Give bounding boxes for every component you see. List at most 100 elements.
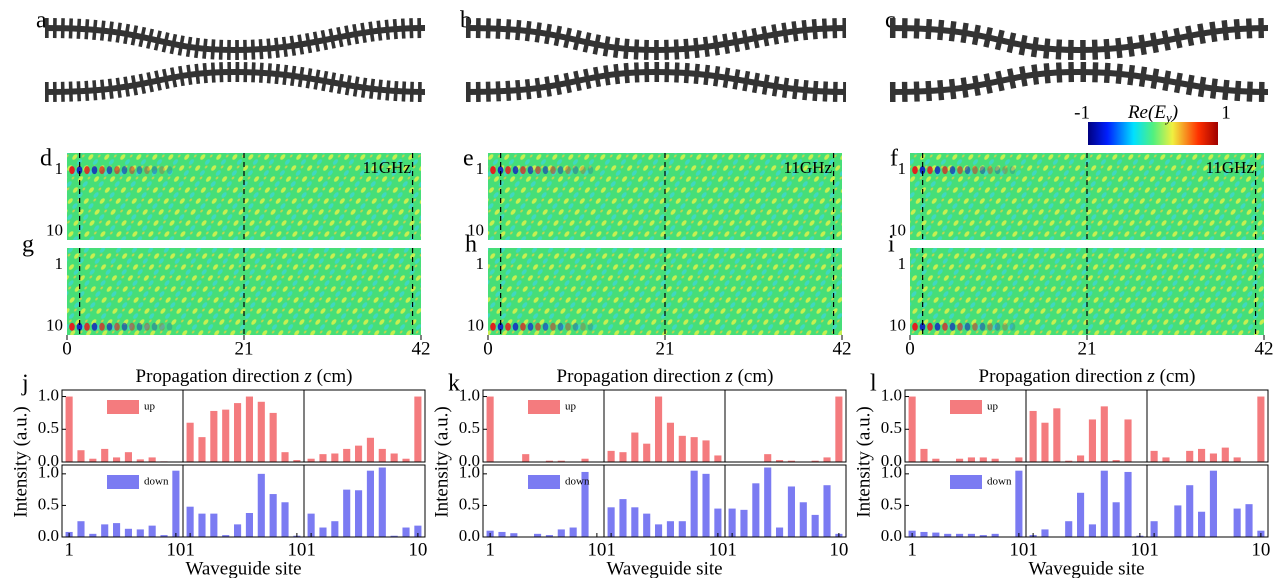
x-axis-label: Waveguide site <box>185 558 301 578</box>
bar <box>366 470 374 537</box>
field-dot <box>550 166 556 175</box>
bar <box>269 494 277 537</box>
field-dot <box>557 166 564 175</box>
waveguide-core <box>44 68 426 95</box>
bar <box>1041 529 1049 537</box>
y-axis-label: Intensity (a.u.) <box>431 406 452 517</box>
x-axis-label: Propagation direction z (cm) <box>136 366 353 387</box>
bar <box>148 457 156 462</box>
x-tick-label: 1 <box>606 539 616 560</box>
x-tick-label: 42 <box>1255 338 1274 359</box>
bar <box>956 458 964 462</box>
bar <box>1198 511 1206 537</box>
site-tick-label: 1 <box>55 159 64 178</box>
bar <box>1112 502 1120 537</box>
x-tick-label: 10 <box>1251 539 1270 560</box>
bar <box>1162 457 1170 462</box>
bar <box>764 467 772 537</box>
bar <box>101 524 109 537</box>
x-axis-label: Propagation direction z (cm) <box>979 366 1196 387</box>
bar <box>89 533 97 537</box>
bar <box>619 452 627 462</box>
bar <box>581 471 589 537</box>
bar <box>366 437 374 462</box>
plot-frame <box>724 389 847 463</box>
x-axis-label-part: z <box>1146 366 1155 387</box>
x-axis-label-part: Propagation direction <box>557 366 726 387</box>
x-tick-label: 21 <box>235 338 254 359</box>
field-dot <box>942 166 948 175</box>
field-dot <box>942 322 948 331</box>
bar <box>932 532 940 537</box>
field-dot <box>912 166 918 175</box>
legend-swatch <box>107 475 139 489</box>
bar <box>1124 471 1132 537</box>
bar <box>1112 460 1120 462</box>
field-dot <box>542 322 549 331</box>
field-dot <box>106 322 113 331</box>
field-dot <box>1009 166 1016 175</box>
frequency-label: 11GHz <box>1206 158 1255 177</box>
field-dot <box>1002 322 1008 331</box>
x-tick-label: 10 <box>1009 539 1028 560</box>
bar <box>269 412 277 462</box>
bar <box>776 460 784 462</box>
bar <box>678 521 686 537</box>
frequency-label: 11GHz <box>784 158 833 177</box>
x-tick-label: 10 <box>408 539 427 560</box>
bar <box>740 509 748 537</box>
bar <box>557 529 565 537</box>
x-tick-label: 1 <box>185 539 195 560</box>
bar <box>172 470 180 537</box>
bar <box>1245 504 1253 537</box>
x-tick-label: 0 <box>483 338 493 359</box>
plot-frame <box>303 464 426 538</box>
bar <box>1186 450 1194 462</box>
bar <box>787 460 795 462</box>
colorbar-label-main: Re(E <box>1127 102 1166 123</box>
bar <box>631 507 639 537</box>
field-dot <box>136 322 143 331</box>
bar <box>89 458 97 462</box>
field-dot <box>121 166 128 175</box>
bar <box>113 523 121 537</box>
colorbar-label-end: ) <box>1171 102 1178 123</box>
bar <box>619 499 627 537</box>
bar <box>678 435 686 462</box>
bar <box>390 453 398 462</box>
panel-label: f <box>890 146 898 172</box>
field-dot <box>565 166 571 175</box>
x-tick-label: 10 <box>166 539 185 560</box>
field-dot <box>512 322 519 331</box>
field-dot <box>99 322 105 331</box>
x-axis-label-part: z <box>303 366 312 387</box>
site-tick-label: 1 <box>476 254 485 273</box>
field-dot <box>497 322 504 331</box>
field-dot <box>129 322 135 331</box>
field-dot <box>1002 166 1008 175</box>
field-dot <box>520 322 526 331</box>
bar <box>124 528 132 537</box>
x-tick-label: 1 <box>1149 539 1159 560</box>
field-dot <box>535 322 541 331</box>
site-tick-label: 1 <box>476 159 485 178</box>
panel-label: j <box>21 371 29 397</box>
field-dot <box>949 322 956 331</box>
field-dot <box>114 322 120 331</box>
field-dot <box>979 166 986 175</box>
bar <box>920 448 928 462</box>
legend-swatch <box>950 400 982 414</box>
bar <box>136 459 144 462</box>
field-dot <box>99 166 105 175</box>
waveguide-teeth <box>44 18 426 61</box>
bar <box>666 422 674 462</box>
bar <box>967 533 975 537</box>
field-dot <box>497 166 504 175</box>
field-dot <box>957 322 963 331</box>
bar <box>210 410 218 462</box>
x-tick-label: 42 <box>412 338 431 359</box>
y-tick-label: 0.0 <box>38 451 59 470</box>
y-tick-label: 0.5 <box>459 494 480 513</box>
field-dot <box>535 166 541 175</box>
